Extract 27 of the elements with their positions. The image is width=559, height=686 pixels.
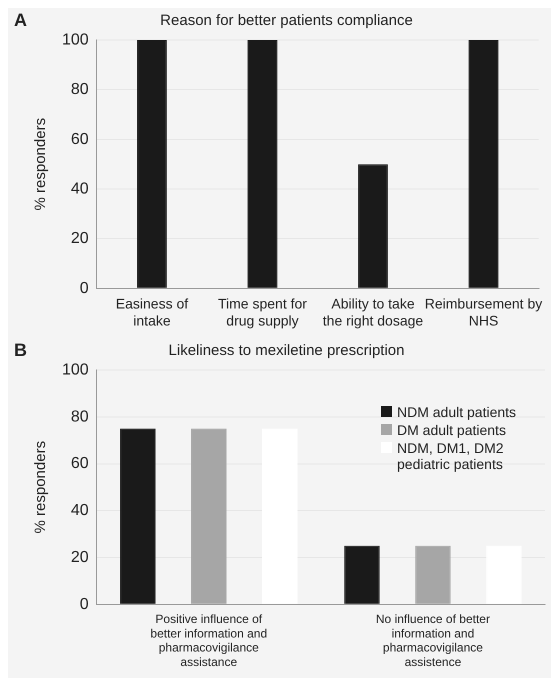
y-axis-title: % responders	[32, 440, 50, 534]
text: A	[14, 10, 27, 31]
legend-label: NDM, DM1, DM2 pediatric patients	[397, 440, 505, 472]
y-tick-label: 80	[70, 81, 89, 98]
text: B	[14, 340, 27, 361]
x-tick-label: No influence of better information and pharmacovigilance assistence	[376, 612, 490, 670]
y-tick-label: 0	[80, 280, 89, 297]
legend-label: NDM adult patients	[397, 404, 516, 420]
y-tick-label: 20	[70, 548, 89, 566]
y-tick-label: 100	[62, 361, 89, 378]
y-tick-label: 40	[70, 502, 89, 520]
y-tick-label: 80	[70, 408, 89, 426]
x-tick-label: Positive influence of better information and pharmacovigilance assistance	[150, 612, 268, 670]
legend-label: DM adult patients	[397, 422, 506, 438]
chart-title: Likeliness to mexiletine prescription	[168, 342, 404, 360]
x-tick-label: Reimbursement by NHS	[424, 296, 542, 328]
y-tick-label: 60	[70, 455, 89, 472]
x-tick-label: Ability to take the right dosage	[322, 296, 424, 328]
y-tick-label: 0	[80, 596, 89, 613]
chart-title: Reason for better patients compliance	[160, 12, 413, 30]
y-tick-label: 100	[62, 31, 89, 48]
y-axis-title: % responders	[32, 118, 50, 210]
x-tick-label: Time spent for drug supply	[218, 296, 308, 328]
y-tick-label: 20	[70, 230, 89, 248]
x-tick-label: Easiness of intake	[116, 296, 188, 328]
y-tick-label: 40	[70, 180, 89, 198]
y-tick-label: 60	[70, 130, 89, 148]
